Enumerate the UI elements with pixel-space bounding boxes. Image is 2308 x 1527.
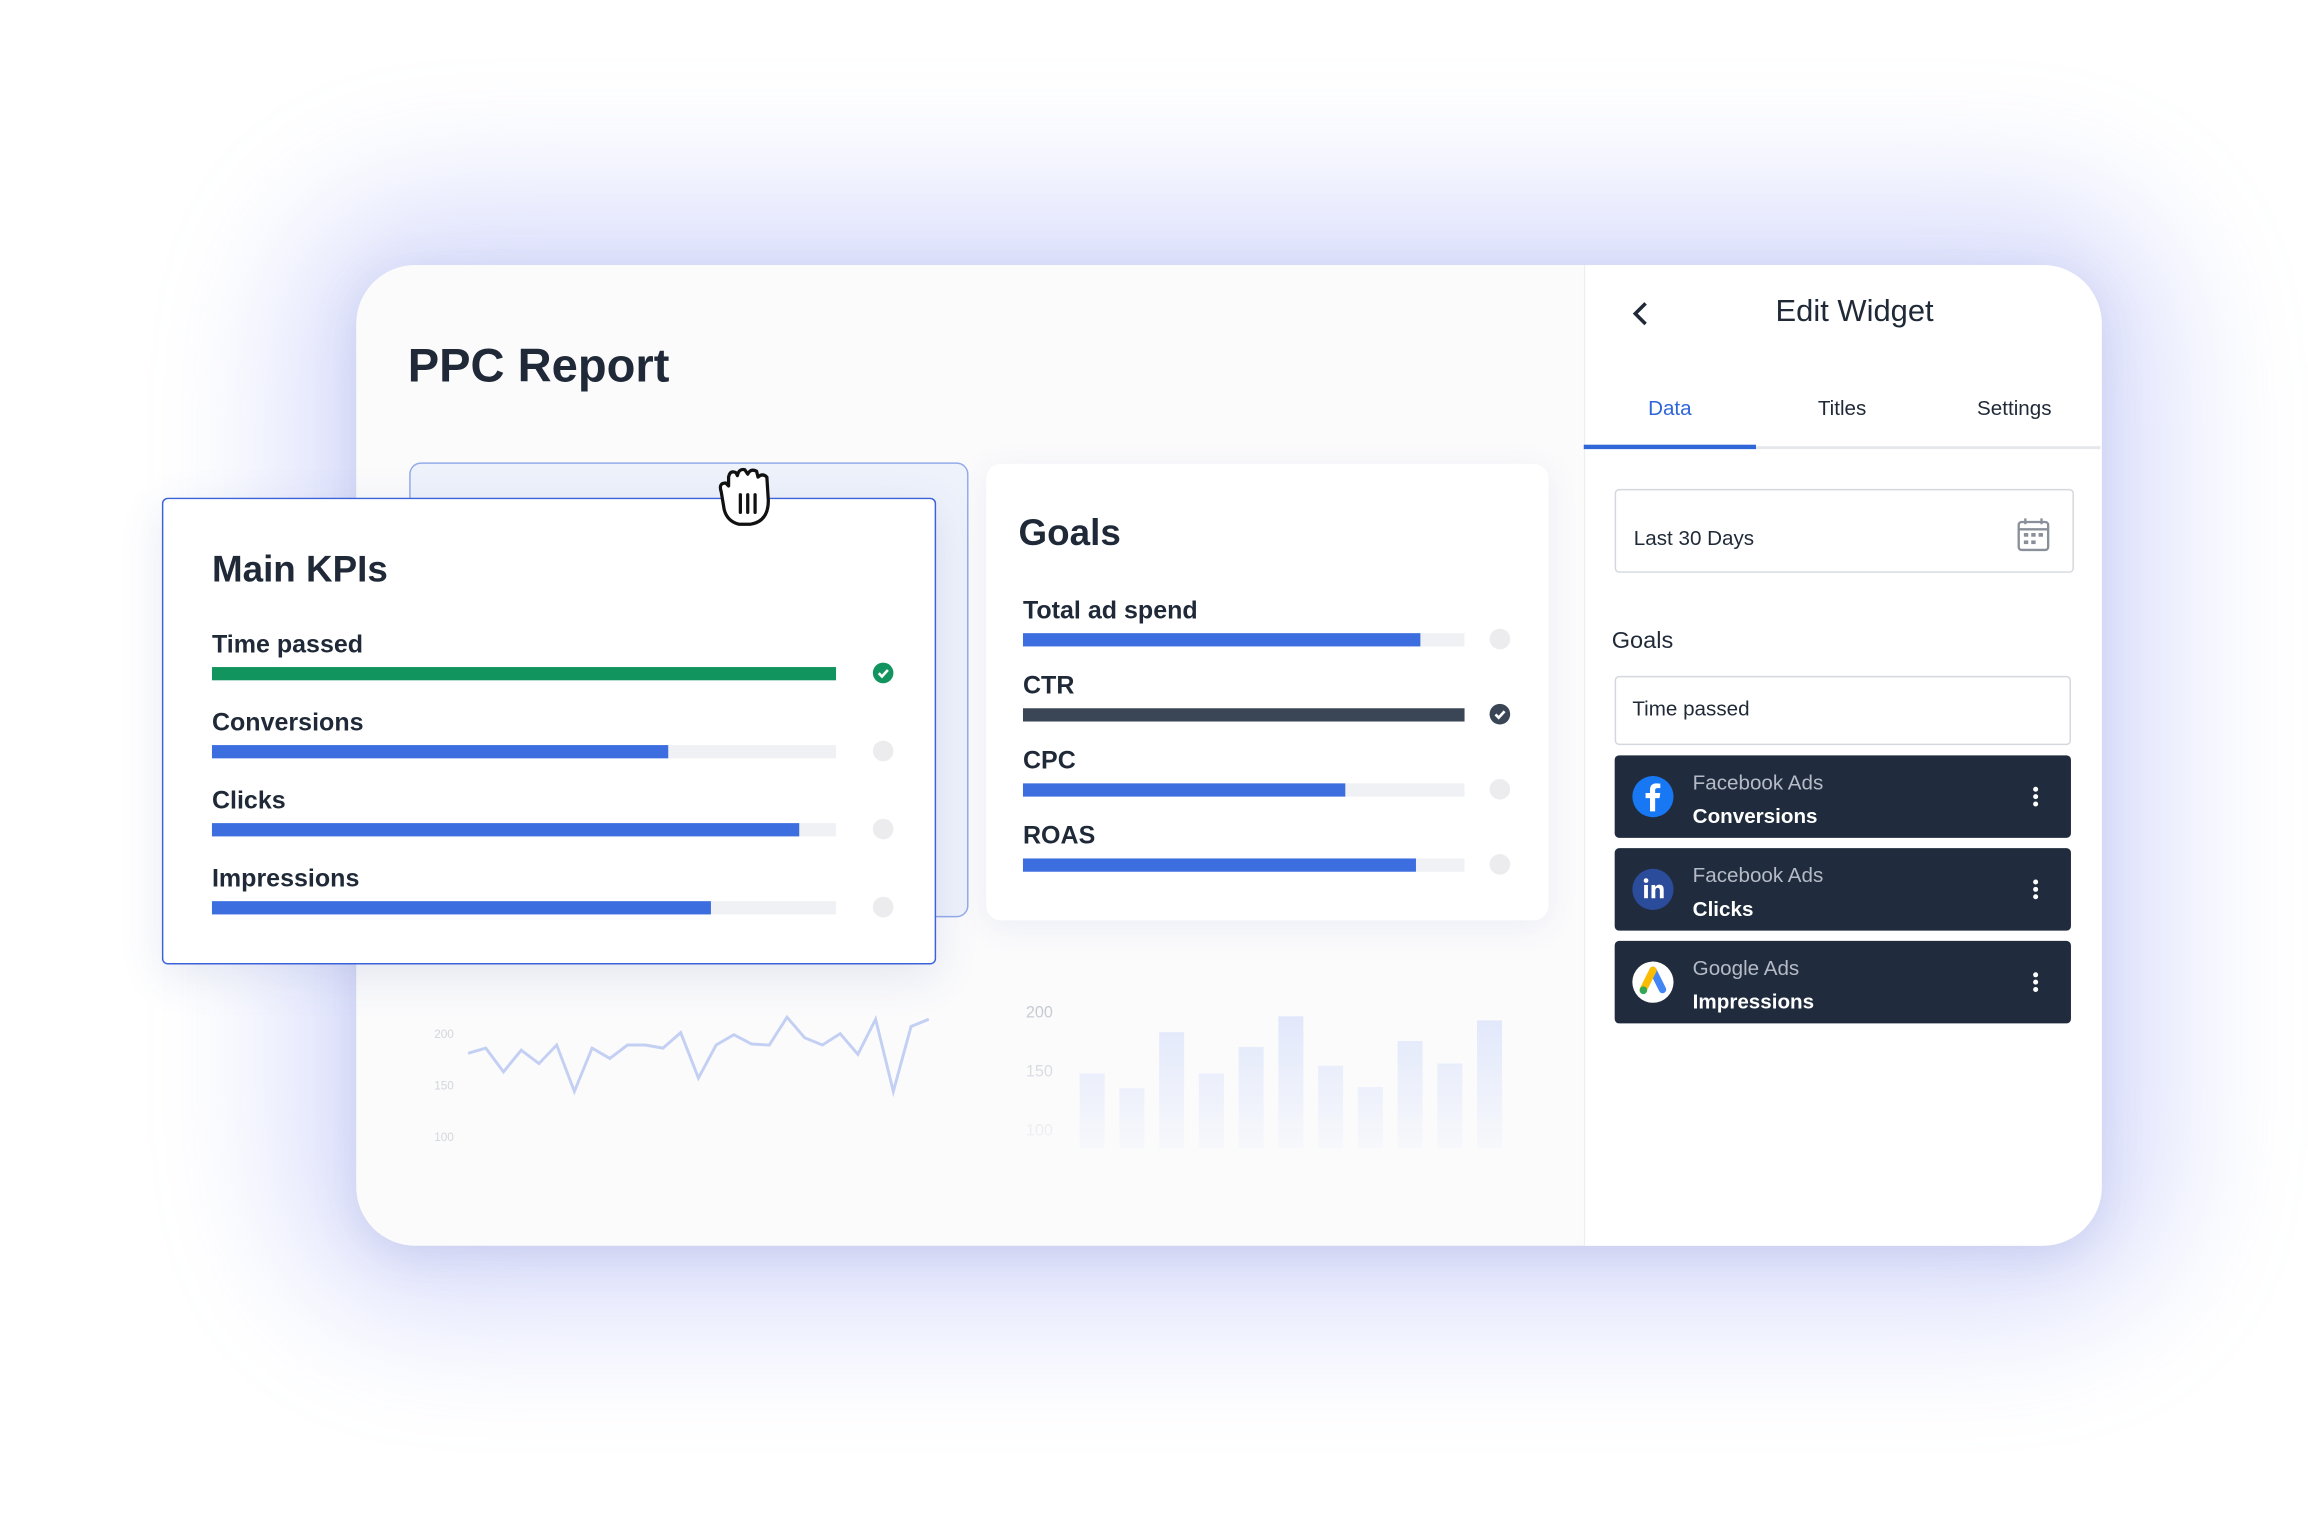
status-pending: [872, 896, 894, 918]
progress-track: [211, 745, 837, 759]
panel-title: Edit Widget: [1775, 294, 1934, 329]
bar: [1357, 1086, 1383, 1149]
source-item[interactable]: Google Ads Impressions: [1614, 940, 2071, 1024]
status-pending: [1489, 778, 1511, 800]
y-tick-label: 150: [434, 1080, 454, 1093]
progress-fill: [211, 667, 837, 681]
icon-glyph: [1639, 966, 1667, 995]
kpi-title: Main KPIs: [211, 549, 388, 591]
kpi-card[interactable]: [161, 497, 937, 965]
source-name: Facebook Ads: [1692, 770, 1824, 794]
source-metric: Clicks: [1692, 896, 1754, 921]
bars: [1079, 1016, 1503, 1149]
status-done: [1489, 703, 1511, 725]
progress-track: [211, 901, 837, 915]
more-menu[interactable]: [2033, 786, 2039, 807]
source-metric: Conversions: [1692, 803, 1818, 828]
linkedin-icon: [1632, 868, 1674, 911]
progress-fill: [1022, 708, 1465, 722]
status-pending: [1489, 854, 1511, 875]
tab[interactable]: Data: [1648, 396, 1692, 420]
bar: [1318, 1065, 1344, 1149]
calendar-icon[interactable]: [2017, 517, 2051, 552]
y-tick-label: 150: [1026, 1062, 1053, 1080]
check: [877, 669, 889, 679]
tab-underline: [1583, 444, 1756, 450]
item-label: CTR: [1022, 671, 1075, 700]
facebook-icon: [1632, 776, 1674, 818]
goals-card[interactable]: [986, 463, 1549, 921]
y-tick-label: 100: [434, 1131, 454, 1144]
item-label: ROAS: [1022, 821, 1096, 850]
y-tick-label: 200: [1026, 1003, 1053, 1021]
bar: [1079, 1073, 1105, 1149]
more-menu[interactable]: [2033, 972, 2039, 993]
status-done: [872, 662, 894, 684]
report-title: PPC Report: [407, 338, 670, 392]
progress-fill: [1022, 633, 1421, 647]
status-pending: [872, 818, 894, 840]
progress-fill: [211, 823, 799, 837]
item-label: Clicks: [211, 786, 286, 815]
bar: [1477, 1020, 1503, 1149]
tab-divider: [1583, 446, 2101, 450]
check: [1494, 710, 1506, 720]
bar-chart: 200 150 100: [1026, 1003, 1503, 1149]
back-button[interactable]: [1629, 300, 1653, 327]
more-menu[interactable]: [2033, 879, 2039, 900]
tab[interactable]: Settings: [1977, 396, 2052, 420]
y-tick-label: 200: [434, 1028, 454, 1041]
icon-glyph: [1645, 783, 1661, 812]
item-label: Impressions: [211, 864, 360, 893]
status-pending: [872, 740, 894, 762]
bar: [1238, 1046, 1264, 1149]
line-series: [467, 1014, 930, 1098]
item-label: CPC: [1022, 746, 1076, 775]
progress-fill: [211, 901, 712, 915]
goal-item[interactable]: [1614, 675, 2071, 746]
google-ads-icon: [1632, 961, 1674, 1003]
grab-cursor: [718, 467, 770, 526]
goals-title: Goals: [1018, 512, 1121, 554]
progress-track: [1022, 633, 1465, 647]
progress-fill: [1022, 858, 1416, 872]
source-item[interactable]: Facebook Ads Conversions: [1614, 755, 2071, 838]
progress-track: [1022, 708, 1465, 722]
bar: [1278, 1016, 1304, 1149]
y-tick-label: 100: [1026, 1121, 1053, 1139]
source-name: Google Ads: [1692, 955, 1800, 980]
item-label: Total ad spend: [1022, 596, 1198, 625]
tab[interactable]: Titles: [1817, 396, 1867, 420]
item-label: Conversions: [211, 708, 364, 737]
progress-track: [211, 823, 837, 837]
source-item[interactable]: Facebook Ads Clicks: [1614, 848, 2071, 931]
check-icon: [877, 669, 889, 679]
goals-section-title: Goals: [1611, 628, 1674, 654]
progress-fill: [1022, 783, 1346, 797]
bar: [1397, 1041, 1423, 1149]
progress-track: [211, 667, 837, 681]
check-icon: [1494, 710, 1506, 720]
progress-track: [1022, 858, 1465, 872]
icon-glyph: [1643, 878, 1664, 899]
status-pending: [1489, 628, 1511, 650]
line-chart: 200 150 100: [434, 1014, 930, 1144]
date-input[interactable]: [1614, 488, 2074, 573]
bar: [1437, 1063, 1463, 1149]
bar: [1198, 1073, 1224, 1149]
source-metric: Impressions: [1692, 989, 1815, 1014]
goal-label: Time passed: [1632, 696, 1750, 721]
bar: [1159, 1032, 1185, 1149]
source-name: Facebook Ads: [1692, 862, 1824, 887]
progress-fill: [211, 745, 668, 759]
bar: [1119, 1088, 1145, 1149]
progress-track: [1022, 783, 1465, 797]
date-range: Last 30 Days: [1633, 525, 1755, 550]
item-label: Time passed: [211, 630, 364, 659]
